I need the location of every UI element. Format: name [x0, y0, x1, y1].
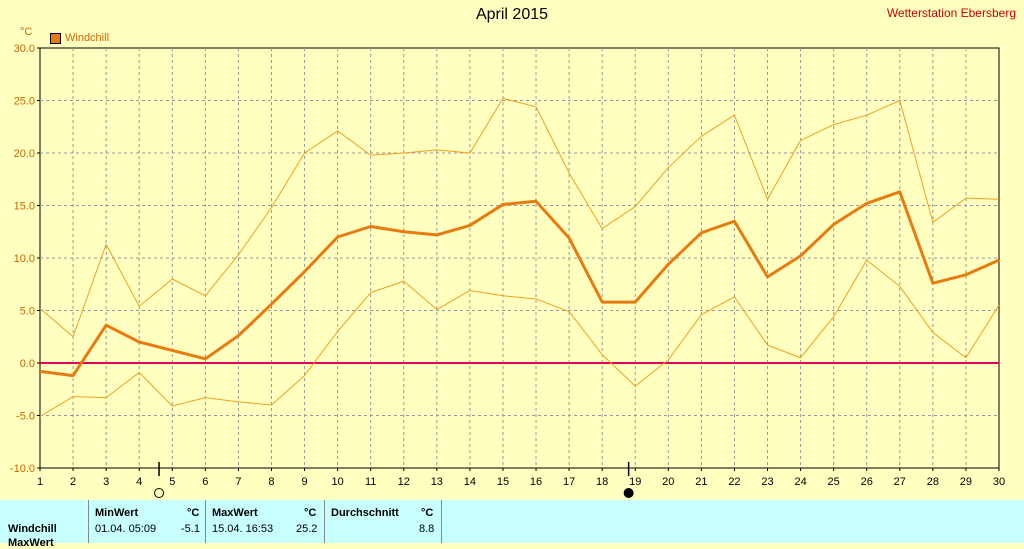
y-tick-label: 15.0: [14, 201, 35, 213]
x-tick-label: 24: [794, 476, 806, 488]
x-tick-label: 4: [136, 476, 142, 488]
x-tick-label: 11: [365, 476, 376, 488]
x-tick-label: 2: [70, 476, 76, 488]
legend-swatch: [50, 32, 61, 44]
x-tick-label: 30: [993, 476, 1005, 488]
x-tick-label: 23: [761, 476, 773, 488]
stats-max-cell: MaxWert °C 15.04. 16:53 25.2: [205, 500, 324, 543]
y-tick-label: -10.0: [10, 463, 35, 475]
stats-min-value: -5.1: [181, 523, 200, 535]
series-mean-line: [39, 190, 1000, 378]
x-tick-label: 22: [728, 476, 740, 488]
stats-row2-label: MaxWert: [8, 537, 54, 549]
x-tick-label: 5: [169, 476, 175, 488]
y-tick-label: 5.0: [20, 306, 35, 318]
x-tick-label: 9: [301, 476, 307, 488]
legend-label: Windchill: [65, 32, 110, 44]
full-moon-icon: [154, 488, 165, 498]
series-max-line: [39, 97, 1000, 338]
stats-min-unit: °C: [187, 507, 200, 519]
x-tick-label: 7: [235, 476, 241, 488]
x-tick-label: 10: [331, 476, 343, 488]
y-tick-label: -5.0: [16, 411, 35, 423]
stats-max-header: MaxWert: [212, 507, 258, 519]
stats-table: Windchill MaxWert MinWert °C 01.04. 05:0…: [0, 500, 1024, 549]
stats-avg-header: Durchschnitt: [331, 507, 399, 519]
x-tick-label: 16: [530, 476, 542, 488]
x-tick-label: 27: [894, 476, 906, 488]
x-tick-label: 17: [563, 476, 575, 488]
y-tick-label: 20.0: [14, 148, 35, 160]
line-chart: -10.0-5.00.05.010.015.020.025.030.01 2 3 4 5…: [10, 43, 1005, 498]
x-tick-label: 26: [861, 476, 873, 488]
y-tick-label: 10.0: [14, 253, 35, 265]
x-tick-label: 6: [202, 476, 208, 488]
x-tick-label: 3: [103, 476, 109, 488]
stats-avg-unit: °C: [421, 507, 434, 519]
y-tick-label: 25.0: [14, 96, 35, 108]
x-tick-label: 21: [695, 476, 707, 488]
stats-min-date: 01.04. 05:09: [95, 523, 157, 535]
y-tick-label: 0.0: [20, 358, 35, 370]
x-tick-label: 25: [828, 476, 840, 488]
stats-avg-cell: Durchschnitt °C 8.8: [324, 500, 442, 543]
stats-max-unit: °C: [304, 507, 317, 519]
stats-min-cell: MinWert °C 01.04. 05:09 -5.1: [88, 500, 205, 543]
plot-area: [39, 47, 1000, 469]
stats-avg-value: 8.8: [419, 523, 435, 535]
x-tick-label: 12: [398, 476, 410, 488]
stats-max-value: 25.2: [296, 523, 318, 535]
stats-min-header: MinWert: [95, 507, 139, 519]
chart-title: April 2015: [475, 6, 549, 23]
x-tick-label: 1: [37, 476, 43, 488]
x-tick-label: 19: [629, 476, 641, 488]
y-axis-unit: °C: [20, 26, 33, 38]
x-tick-label: 15: [497, 476, 509, 488]
series-min-line: [39, 259, 1000, 417]
x-tick-label: 20: [662, 476, 674, 488]
y-tick-label: 30.0: [14, 43, 35, 55]
x-tick-label: 28: [927, 476, 939, 488]
x-tick-label: 14: [464, 476, 476, 488]
stats-row-label: Windchill: [8, 523, 57, 535]
stats-max-date: 15.04. 16:53: [212, 523, 274, 535]
station-name: Wetterstation Ebersberg: [886, 6, 1016, 20]
new-moon-icon: [623, 488, 634, 498]
legend: Windchill: [50, 32, 109, 44]
x-tick-label: 13: [431, 476, 443, 488]
x-tick-label: 29: [960, 476, 972, 488]
x-tick-label: 8: [268, 476, 274, 488]
x-tick-label: 18: [596, 476, 608, 488]
